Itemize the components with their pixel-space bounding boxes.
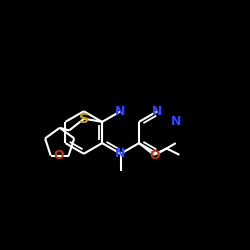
Text: O: O [53,149,64,162]
Text: S: S [79,112,89,126]
Text: N: N [170,114,181,128]
Text: O: O [149,149,160,162]
Text: N: N [115,105,126,118]
Text: N: N [115,147,126,160]
Text: N: N [152,105,162,118]
